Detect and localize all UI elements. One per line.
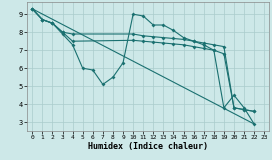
X-axis label: Humidex (Indice chaleur): Humidex (Indice chaleur) <box>88 142 208 151</box>
